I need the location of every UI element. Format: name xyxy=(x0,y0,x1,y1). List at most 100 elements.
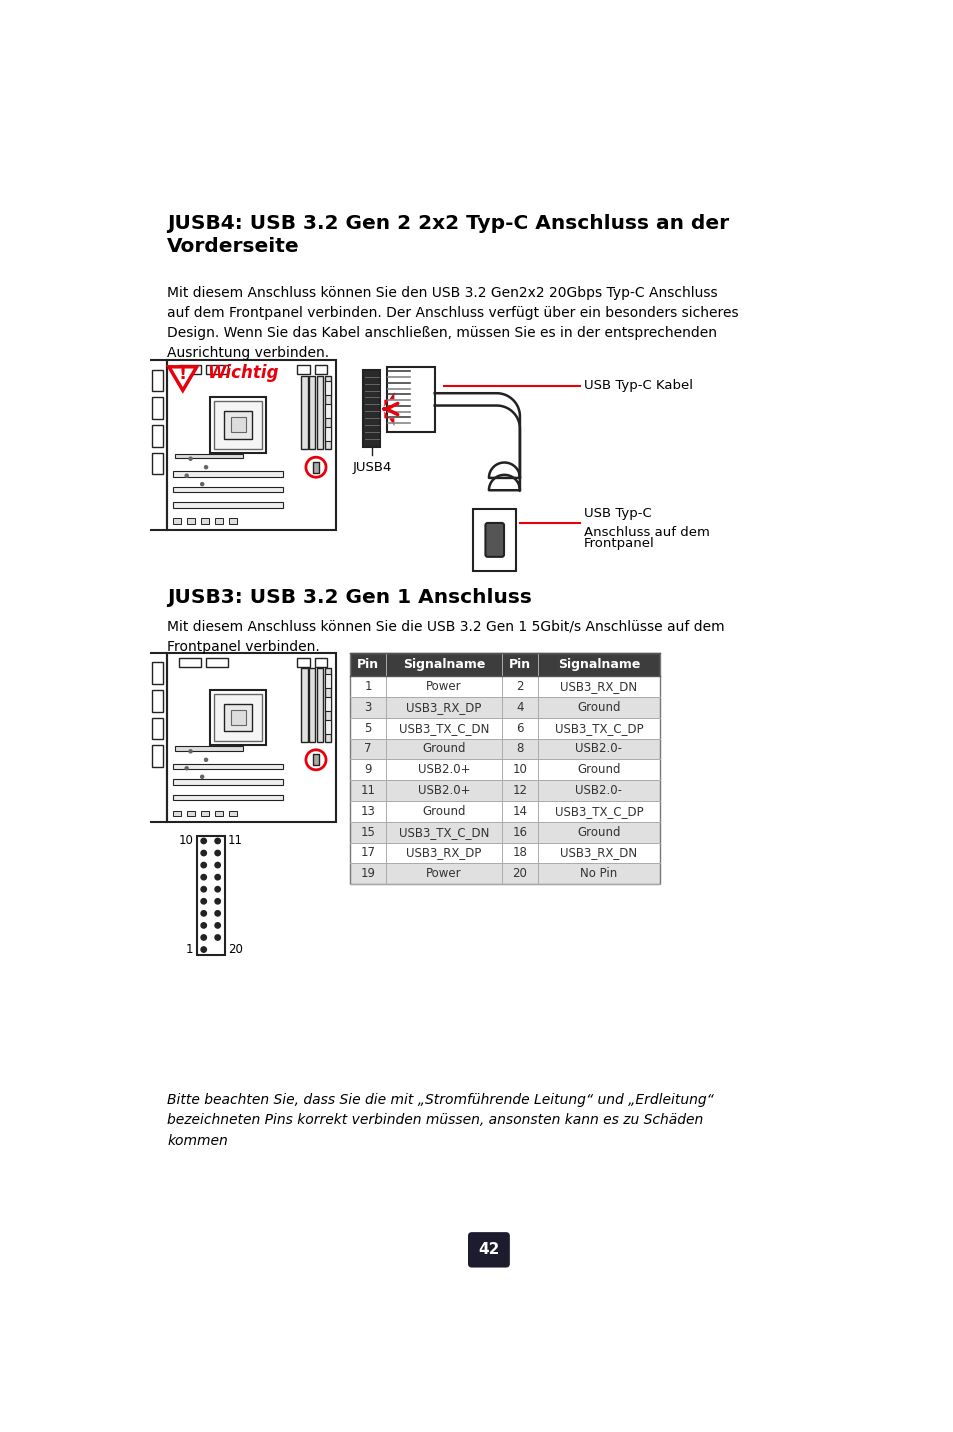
Text: Power: Power xyxy=(426,868,461,881)
Text: Mit diesem Anschluss können Sie die USB 3.2 Gen 1 5Gbit/s Anschlüsse auf dem
Fro: Mit diesem Anschluss können Sie die USB … xyxy=(167,620,724,654)
Text: USB3_RX_DN: USB3_RX_DN xyxy=(559,680,637,693)
Bar xyxy=(179,657,200,667)
Text: 10: 10 xyxy=(512,763,527,776)
Bar xyxy=(350,739,659,759)
Circle shape xyxy=(201,875,206,879)
Text: Frontpanel: Frontpanel xyxy=(583,537,655,550)
Circle shape xyxy=(201,935,206,941)
Circle shape xyxy=(201,838,206,843)
Bar xyxy=(324,674,331,687)
Text: 20: 20 xyxy=(512,868,527,881)
Bar xyxy=(152,746,163,768)
Text: 5: 5 xyxy=(364,722,372,735)
Bar xyxy=(309,669,315,742)
Circle shape xyxy=(201,886,206,892)
Bar xyxy=(316,375,323,450)
Polygon shape xyxy=(382,392,394,425)
Bar xyxy=(224,411,252,438)
Bar xyxy=(224,703,252,732)
Bar xyxy=(152,398,163,420)
Text: Ground: Ground xyxy=(422,805,465,818)
Text: USB3_RX_DP: USB3_RX_DP xyxy=(406,700,481,715)
Text: Bitte beachten Sie, dass Sie die mit „Stromführende Leitung“ und „Erdleitung“
be: Bitte beachten Sie, dass Sie die mit „St… xyxy=(167,1093,714,1148)
Text: USB2.0-: USB2.0- xyxy=(575,785,621,798)
Bar xyxy=(174,454,242,458)
Circle shape xyxy=(185,766,188,770)
Bar xyxy=(301,669,307,742)
Bar xyxy=(179,365,200,374)
Bar xyxy=(324,428,331,441)
Bar xyxy=(231,417,246,432)
Text: 42: 42 xyxy=(477,1243,499,1257)
Circle shape xyxy=(185,474,188,477)
Circle shape xyxy=(214,922,220,928)
Text: 11: 11 xyxy=(360,785,375,798)
Bar xyxy=(211,690,266,745)
Text: 9: 9 xyxy=(364,763,372,776)
Bar xyxy=(350,676,659,697)
Circle shape xyxy=(204,759,208,762)
Bar xyxy=(350,822,659,842)
Text: 14: 14 xyxy=(512,805,527,818)
Bar xyxy=(314,365,327,374)
Text: Signalname: Signalname xyxy=(558,659,639,672)
Text: Wichtig: Wichtig xyxy=(208,364,279,382)
Text: USB3_TX_C_DP: USB3_TX_C_DP xyxy=(554,805,642,818)
Text: 13: 13 xyxy=(360,805,375,818)
Circle shape xyxy=(214,911,220,916)
Text: JUSB4: JUSB4 xyxy=(352,461,391,474)
Text: USB3_RX_DN: USB3_RX_DN xyxy=(559,846,637,859)
Bar xyxy=(350,842,659,863)
Bar xyxy=(211,397,266,453)
Bar xyxy=(167,361,335,530)
Text: 4: 4 xyxy=(516,700,523,715)
Circle shape xyxy=(189,750,192,753)
Bar xyxy=(473,510,516,571)
Bar xyxy=(187,811,195,816)
Text: 1: 1 xyxy=(186,944,193,957)
Bar xyxy=(201,518,209,524)
Bar xyxy=(350,780,659,800)
Bar xyxy=(214,401,262,448)
Bar xyxy=(350,717,659,739)
Bar xyxy=(187,518,195,524)
Text: Ground: Ground xyxy=(577,826,620,839)
Circle shape xyxy=(201,947,206,952)
Bar xyxy=(324,375,331,450)
Bar xyxy=(214,693,262,742)
Text: 12: 12 xyxy=(512,785,527,798)
Bar xyxy=(324,697,331,710)
Circle shape xyxy=(214,886,220,892)
Text: JUSB3: USB 3.2 Gen 1 Anschluss: JUSB3: USB 3.2 Gen 1 Anschluss xyxy=(167,587,532,607)
Text: Anschluss auf dem: Anschluss auf dem xyxy=(583,526,709,538)
Text: USB Typ-C: USB Typ-C xyxy=(583,507,651,520)
Bar xyxy=(152,453,163,474)
Bar xyxy=(350,653,659,676)
Bar xyxy=(316,669,323,742)
Bar xyxy=(173,518,181,524)
Circle shape xyxy=(201,922,206,928)
Bar xyxy=(350,653,659,884)
Circle shape xyxy=(214,851,220,856)
Bar xyxy=(350,697,659,717)
Bar xyxy=(173,779,283,785)
Bar xyxy=(309,375,315,450)
Bar xyxy=(231,710,246,725)
Text: USB2.0+: USB2.0+ xyxy=(417,763,470,776)
Bar xyxy=(314,657,327,667)
Bar xyxy=(215,811,223,816)
Polygon shape xyxy=(169,367,196,391)
Circle shape xyxy=(204,465,208,468)
Text: 6: 6 xyxy=(516,722,523,735)
Bar xyxy=(152,425,163,447)
Text: Pin: Pin xyxy=(508,659,531,672)
Text: Mit diesem Anschluss können Sie den USB 3.2 Gen2x2 20Gbps Typ-C Anschluss
auf de: Mit diesem Anschluss können Sie den USB … xyxy=(167,286,739,359)
Text: USB3_TX_C_DN: USB3_TX_C_DN xyxy=(398,722,489,735)
Bar xyxy=(363,371,380,447)
Circle shape xyxy=(201,911,206,916)
Circle shape xyxy=(201,851,206,856)
Text: 18: 18 xyxy=(512,846,527,859)
Text: 2: 2 xyxy=(516,680,523,693)
Bar xyxy=(350,759,659,780)
Text: 8: 8 xyxy=(516,742,523,756)
